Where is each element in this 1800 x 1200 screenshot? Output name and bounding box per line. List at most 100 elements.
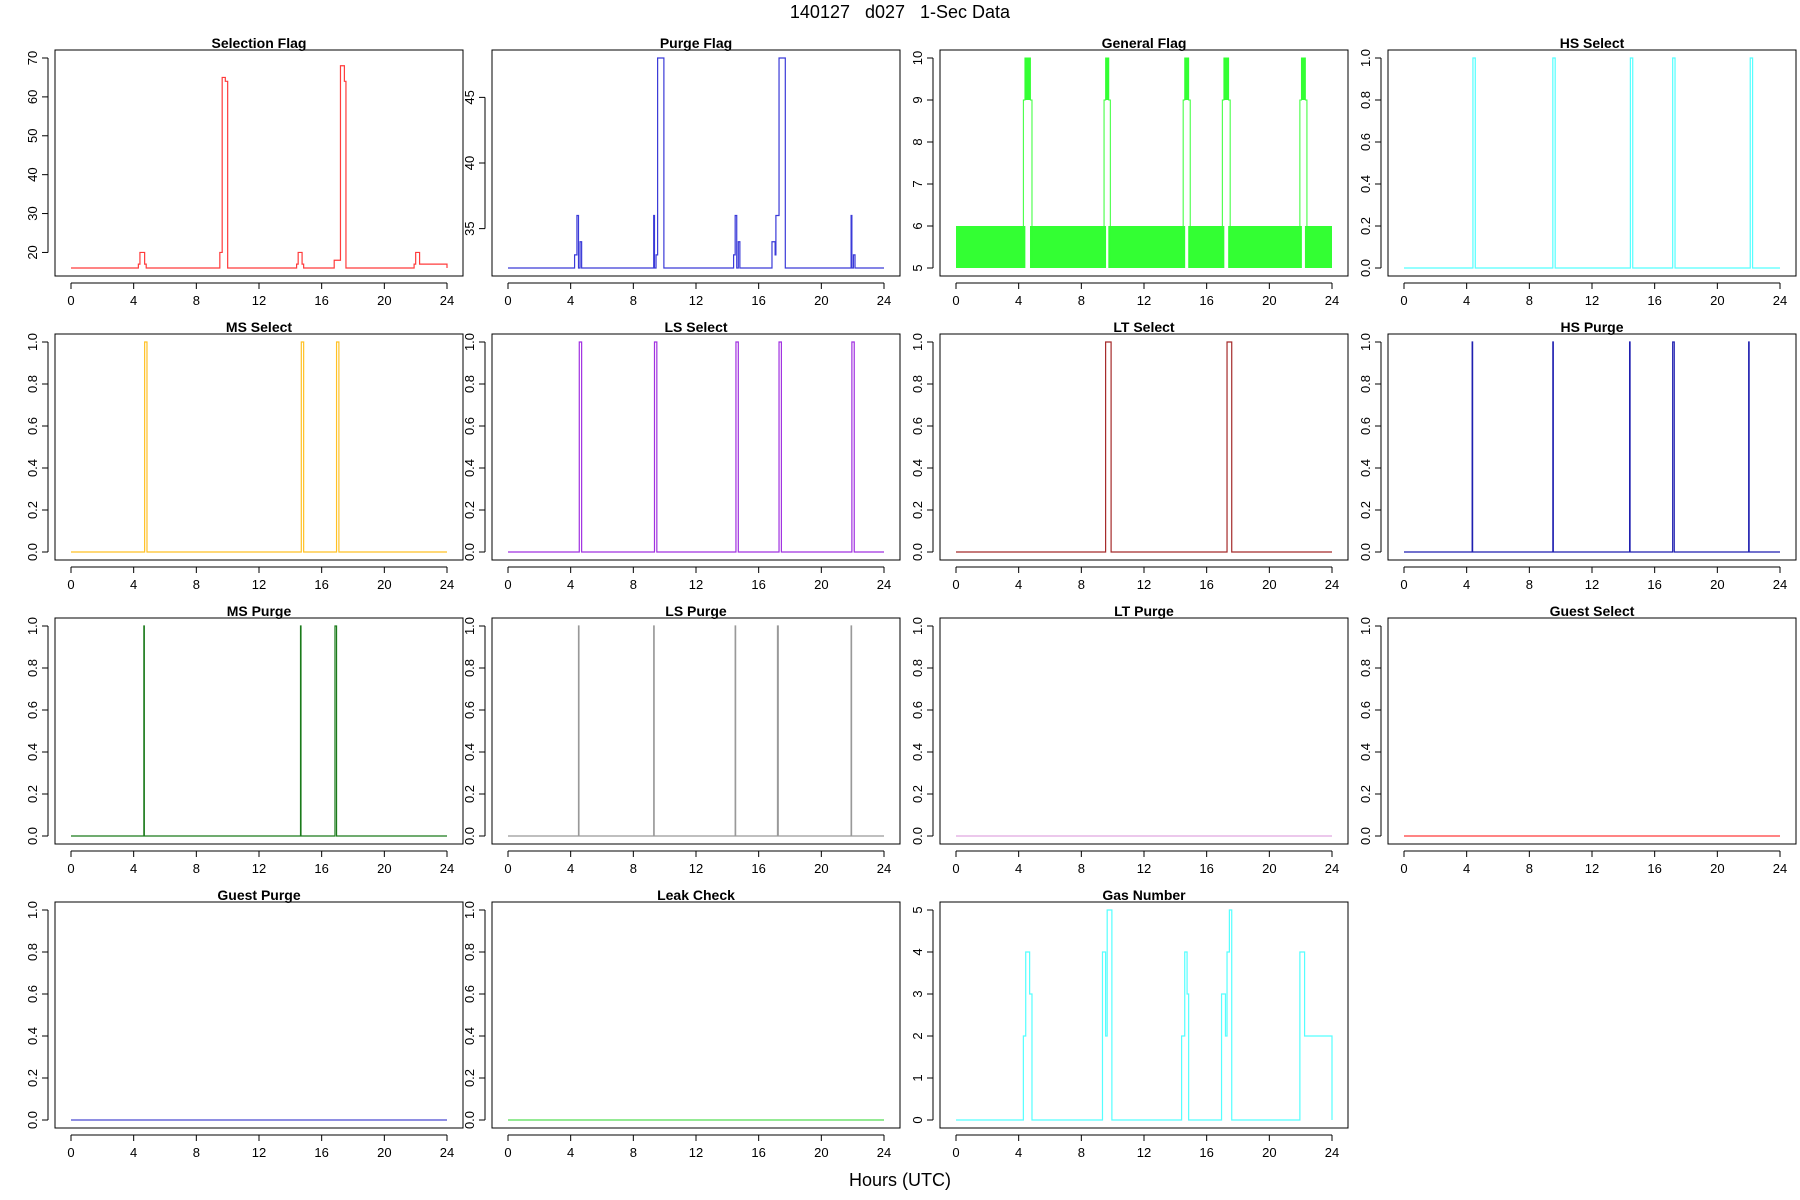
y-tick-label: 0.6 — [25, 701, 40, 719]
x-tick-label: 0 — [1400, 861, 1407, 876]
x-tick-label: 16 — [1199, 293, 1213, 308]
y-axis: 5 6 7 8 9 10 — [910, 51, 934, 272]
y-axis: 0.0 0.2 0.4 0.6 0.8 1.0 — [1358, 617, 1382, 845]
flag-event — [1022, 57, 1033, 269]
x-tick-label: 8 — [1078, 577, 1085, 592]
y-tick-label: 0.4 — [462, 743, 477, 761]
y-tick-label: 0.4 — [1358, 743, 1373, 761]
x-tick-label: 4 — [567, 1145, 574, 1160]
panel-ls-select: LS Select 0 4 8 12 16 20 24 0.0 0.2 0.4 0.6 0.8 1.0 — [462, 319, 901, 592]
x-tick-label: 12 — [252, 861, 266, 876]
event-peak-block — [1301, 58, 1306, 100]
x-tick-label: 8 — [630, 293, 637, 308]
y-tick-label: 0.4 — [25, 459, 40, 477]
x-tick-label: 0 — [952, 293, 959, 308]
band-gap — [1301, 225, 1305, 269]
x-tick-label: 16 — [1199, 1145, 1213, 1160]
panel-purge-flag: Purge Flag 0 4 8 12 16 20 24 35 40 45 — [462, 35, 901, 308]
x-tick-label: 24 — [1325, 861, 1339, 876]
y-tick-label: 0.6 — [25, 985, 40, 1003]
event-peak-block — [1223, 58, 1229, 100]
y-tick-label: 0.2 — [25, 1069, 40, 1087]
y-tick-label: 0.8 — [1358, 659, 1373, 677]
y-tick-label: 0.4 — [25, 743, 40, 761]
x-tick-label: 8 — [1526, 293, 1533, 308]
panel-selection-flag: Selection Flag 0 4 8 12 16 20 24 20 30 40 50 60 70 — [25, 35, 464, 308]
panel-ls-purge: LS Purge 0 4 8 12 16 20 24 0.0 0.2 0.4 0.6 0.8 1.0 — [462, 603, 901, 876]
x-tick-label: 0 — [504, 1145, 511, 1160]
y-tick-label: 1.0 — [25, 617, 40, 635]
y-tick-label: 7 — [910, 180, 925, 187]
y-tick-label: 0.6 — [1358, 417, 1373, 435]
x-tick-label: 24 — [877, 293, 891, 308]
y-tick-label: 0.6 — [462, 417, 477, 435]
data-series-line — [956, 909, 1333, 1121]
panel-guest-select: Guest Select 0 4 8 12 16 20 24 0.0 0.2 0.4 0.6 0.8 1.… — [1358, 603, 1797, 876]
x-tick-label: 16 — [1647, 293, 1661, 308]
y-tick-label: 1.0 — [462, 333, 477, 351]
y-tick-label: 0.4 — [25, 1027, 40, 1045]
x-tick-label: 4 — [130, 577, 137, 592]
y-axis: 35 40 45 — [462, 90, 486, 236]
panel-title: Purge Flag — [660, 35, 732, 51]
y-axis: 0.0 0.2 0.4 0.6 0.8 1.0 — [910, 617, 934, 845]
x-tick-label: 16 — [314, 293, 328, 308]
y-axis: 0.0 0.2 0.4 0.6 0.8 1.0 — [462, 901, 486, 1129]
x-tick-label: 12 — [1585, 577, 1599, 592]
panel-frame — [491, 901, 901, 1129]
x-tick-label: 4 — [1463, 577, 1470, 592]
x-tick-label: 4 — [130, 293, 137, 308]
y-tick-label: 60 — [25, 90, 40, 104]
y-axis: 0.0 0.2 0.4 0.6 0.8 1.0 — [25, 901, 49, 1129]
x-axis: 0 4 8 12 16 20 24 — [504, 282, 891, 308]
data-series-line — [71, 341, 447, 553]
x-tick-label: 16 — [314, 1145, 328, 1160]
x-tick-label: 20 — [814, 293, 828, 308]
x-axis: 0 4 8 12 16 20 24 — [67, 1134, 454, 1160]
y-tick-label: 0.0 — [25, 827, 40, 845]
x-tick-label: 24 — [440, 577, 454, 592]
x-axis: 0 4 8 12 16 20 24 — [504, 850, 891, 876]
y-tick-label: 35 — [462, 221, 477, 235]
x-tick-label: 12 — [689, 861, 703, 876]
x-axis: 0 4 8 12 16 20 24 — [1400, 566, 1787, 592]
y-tick-label: 0.2 — [462, 785, 477, 803]
x-tick-label: 0 — [504, 293, 511, 308]
x-tick-label: 4 — [567, 861, 574, 876]
y-tick-label: 0.2 — [25, 785, 40, 803]
data-series-line — [71, 65, 448, 269]
panel-frame — [491, 617, 901, 845]
y-tick-label: 0.8 — [462, 659, 477, 677]
x-axis: 0 4 8 12 16 20 24 — [1400, 850, 1787, 876]
y-tick-label: 0.8 — [25, 375, 40, 393]
x-tick-label: 12 — [252, 293, 266, 308]
x-axis: 0 4 8 12 16 20 24 — [952, 566, 1339, 592]
y-tick-label: 1.0 — [910, 333, 925, 351]
panel-title: Selection Flag — [212, 35, 307, 51]
y-tick-label: 1 — [910, 1074, 925, 1081]
x-tick-label: 20 — [1710, 861, 1724, 876]
x-tick-label: 8 — [630, 577, 637, 592]
x-tick-label: 4 — [1463, 861, 1470, 876]
panel-leak-check: Leak Check 0 4 8 12 16 20 24 0.0 0.2 0.4 0.6 0.8 1.0 — [462, 887, 901, 1160]
x-tick-label: 4 — [1463, 293, 1470, 308]
flag-event — [1299, 57, 1308, 269]
x-tick-label: 4 — [130, 861, 137, 876]
x-tick-label: 12 — [252, 577, 266, 592]
panel-title: Leak Check — [657, 887, 735, 903]
y-tick-label: 45 — [462, 90, 477, 104]
x-tick-label: 24 — [1773, 861, 1787, 876]
x-tick-label: 24 — [1773, 577, 1787, 592]
x-tick-label: 0 — [67, 861, 74, 876]
data-series-line — [956, 341, 1332, 553]
y-tick-label: 0.0 — [462, 543, 477, 561]
y-axis: 0.0 0.2 0.4 0.6 0.8 1.0 — [1358, 49, 1382, 277]
y-tick-label: 0.6 — [462, 985, 477, 1003]
x-tick-label: 24 — [1773, 293, 1787, 308]
y-axis: 0.0 0.2 0.4 0.6 0.8 1.0 — [1358, 333, 1382, 561]
x-tick-label: 8 — [1078, 861, 1085, 876]
y-axis: 0.0 0.2 0.4 0.6 0.8 1.0 — [25, 617, 49, 845]
x-tick-label: 8 — [193, 1145, 200, 1160]
y-tick-label: 1.0 — [1358, 49, 1373, 67]
x-tick-label: 4 — [567, 293, 574, 308]
